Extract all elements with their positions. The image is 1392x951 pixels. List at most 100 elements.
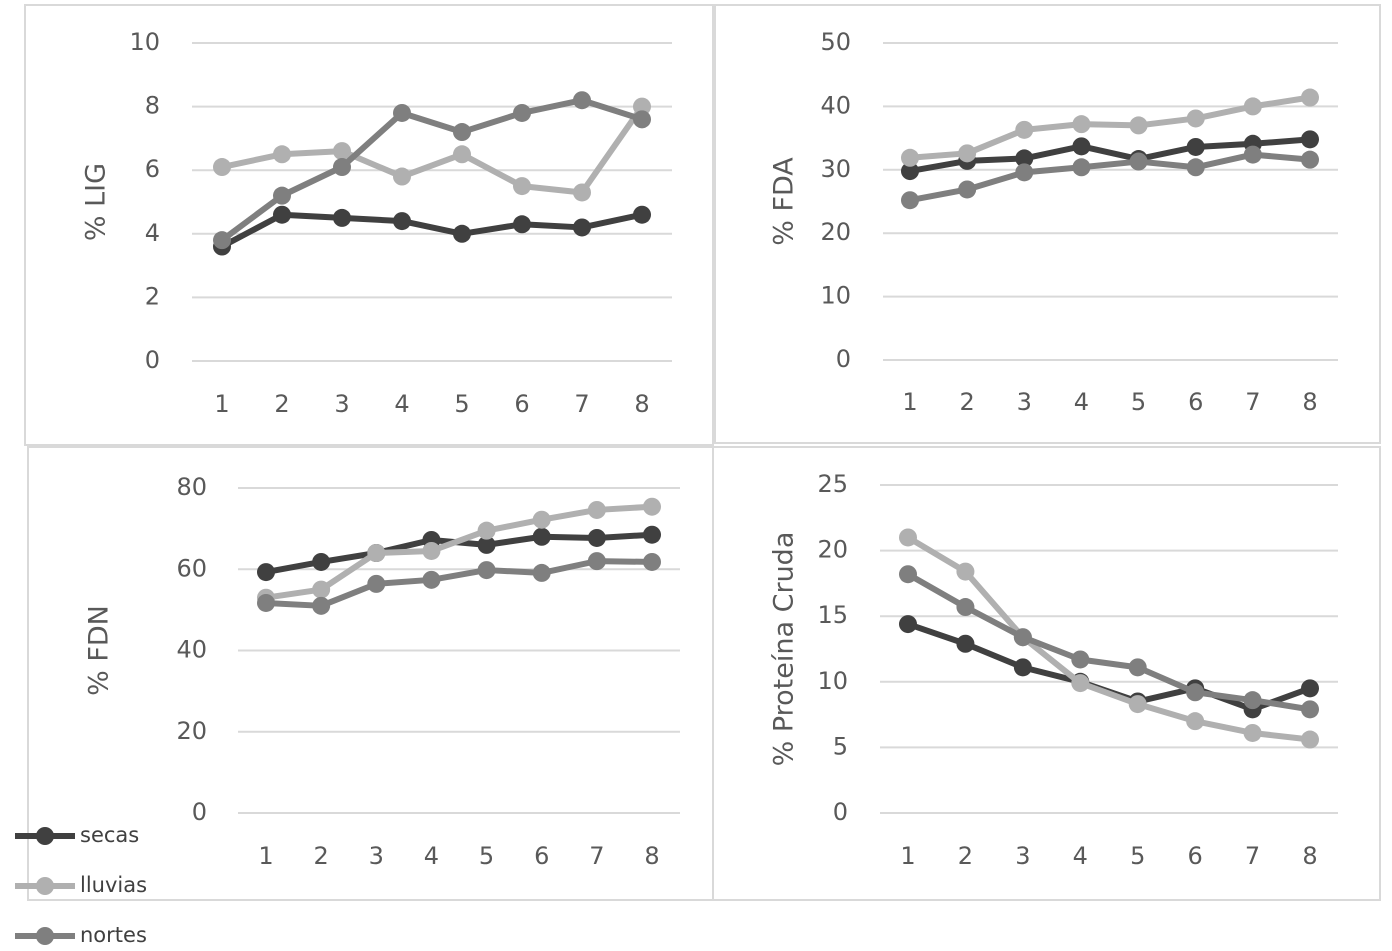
x-tick-label: 5 — [479, 842, 494, 870]
x-tick-label: 8 — [644, 842, 659, 870]
data-point — [901, 191, 919, 210]
y-tick-label: 40 — [820, 91, 851, 119]
y-tick-label: 80 — [176, 473, 207, 501]
data-point — [1186, 109, 1205, 128]
data-point — [393, 167, 411, 186]
x-tick-label: 8 — [634, 390, 649, 418]
x-tick-label: 4 — [394, 390, 409, 418]
x-tick-label: 1 — [900, 842, 915, 870]
x-tick-label: 1 — [214, 390, 229, 418]
data-point — [1072, 115, 1091, 134]
series-line — [265, 503, 653, 601]
x-tick-label: 6 — [514, 390, 529, 418]
data-point — [393, 103, 411, 122]
data-point — [477, 535, 496, 554]
y-tick-label: 40 — [176, 636, 207, 664]
series-line — [265, 558, 653, 609]
x-tick-label: 8 — [1302, 388, 1317, 416]
y-tick-label: 10 — [129, 28, 160, 56]
data-point — [643, 552, 661, 571]
legend-label: nortes — [80, 923, 147, 947]
x-tick-label: 7 — [1245, 842, 1260, 870]
x-tick-label: 3 — [369, 842, 384, 870]
data-point — [1301, 679, 1319, 698]
series-line — [909, 151, 1311, 204]
y-tick-label: 60 — [176, 554, 207, 582]
data-point — [956, 562, 975, 581]
legend-label: secas — [80, 823, 139, 847]
data-point — [1186, 683, 1205, 702]
x-tick-label: 5 — [1131, 388, 1146, 416]
data-point — [367, 544, 386, 562]
data-point — [1128, 695, 1147, 714]
y-tick-label: 8 — [145, 92, 160, 120]
y-tick-label: 20 — [820, 218, 851, 246]
y-tick-label: 10 — [817, 667, 848, 695]
data-point — [422, 541, 441, 560]
x-tick-label: 1 — [258, 842, 273, 870]
data-point — [213, 231, 231, 250]
data-point — [1015, 149, 1034, 168]
y-axis-label: % LIG — [81, 163, 112, 241]
data-point — [1301, 730, 1319, 749]
x-tick-label: 7 — [574, 390, 589, 418]
x-tick-label: 3 — [1017, 388, 1032, 416]
panel-frame — [714, 4, 1381, 444]
data-point — [333, 208, 351, 227]
x-tick-label: 3 — [334, 390, 349, 418]
data-point — [1301, 130, 1319, 149]
data-point — [1186, 712, 1205, 731]
data-point — [273, 205, 291, 224]
y-tick-label: 0 — [145, 346, 160, 374]
x-tick-label: 2 — [958, 842, 973, 870]
data-point — [453, 123, 471, 142]
data-point — [587, 552, 606, 571]
data-point — [1186, 137, 1205, 156]
series-line — [221, 104, 645, 196]
data-point — [312, 580, 331, 599]
data-point — [1129, 116, 1148, 135]
data-point — [899, 528, 917, 547]
data-point — [899, 565, 917, 584]
data-point — [312, 596, 331, 615]
x-tick-label: 4 — [1073, 842, 1088, 870]
data-point — [532, 563, 551, 582]
data-point — [1015, 163, 1034, 182]
y-tick-label: 2 — [145, 282, 160, 310]
data-point — [213, 158, 231, 177]
x-tick-label: 7 — [1245, 388, 1260, 416]
data-point — [633, 110, 651, 129]
data-point — [477, 521, 496, 540]
y-axis-label: % FDA — [769, 157, 800, 246]
data-point — [1243, 145, 1262, 164]
data-point — [901, 162, 919, 181]
data-point — [1071, 674, 1090, 693]
data-point — [1015, 120, 1034, 139]
data-point — [1186, 158, 1205, 177]
y-tick-label: 0 — [836, 345, 851, 373]
y-tick-label: 30 — [820, 155, 851, 183]
x-tick-label: 2 — [314, 842, 329, 870]
data-point — [1072, 158, 1091, 177]
x-tick-label: 4 — [424, 842, 439, 870]
data-point — [1013, 658, 1032, 677]
data-point — [1301, 88, 1319, 107]
data-point — [956, 598, 975, 617]
data-point — [333, 158, 351, 177]
x-tick-label: 4 — [1074, 388, 1089, 416]
data-point — [1301, 150, 1319, 169]
data-point — [643, 497, 661, 516]
legend-marker — [36, 877, 54, 895]
data-point — [1072, 137, 1091, 156]
legend-marker — [36, 827, 54, 845]
x-tick-label: 6 — [534, 842, 549, 870]
data-point — [453, 224, 471, 243]
data-point — [573, 91, 591, 110]
series-line — [909, 94, 1311, 161]
data-point — [477, 561, 496, 580]
data-point — [453, 145, 471, 164]
panel-frame — [24, 4, 714, 446]
data-point — [333, 142, 351, 161]
data-point — [643, 525, 661, 544]
